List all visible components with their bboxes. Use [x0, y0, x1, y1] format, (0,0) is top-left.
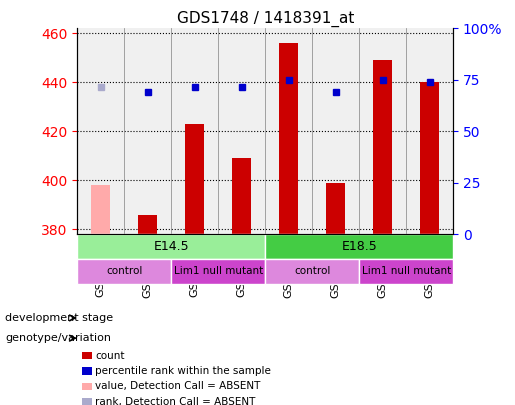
- Text: E18.5: E18.5: [341, 240, 377, 253]
- Text: value, Detection Call = ABSENT: value, Detection Call = ABSENT: [95, 382, 261, 391]
- FancyBboxPatch shape: [77, 259, 171, 284]
- Bar: [82, 352, 92, 359]
- Bar: [327, 183, 345, 234]
- FancyBboxPatch shape: [77, 234, 265, 259]
- FancyBboxPatch shape: [171, 259, 265, 284]
- Text: control: control: [106, 266, 143, 276]
- Text: control: control: [294, 266, 331, 276]
- Bar: [420, 82, 439, 234]
- FancyBboxPatch shape: [265, 259, 359, 284]
- Bar: [185, 124, 204, 234]
- Text: development stage: development stage: [5, 313, 113, 323]
- Bar: [139, 215, 157, 234]
- Text: genotype/variation: genotype/variation: [5, 333, 111, 343]
- Bar: [279, 43, 298, 234]
- Text: Lim1 null mutant: Lim1 null mutant: [362, 266, 451, 276]
- Text: E14.5: E14.5: [153, 240, 189, 253]
- Bar: [82, 367, 92, 375]
- Text: Lim1 null mutant: Lim1 null mutant: [174, 266, 263, 276]
- Bar: [373, 60, 392, 234]
- Title: GDS1748 / 1418391_at: GDS1748 / 1418391_at: [177, 11, 354, 27]
- Text: rank, Detection Call = ABSENT: rank, Detection Call = ABSENT: [95, 397, 255, 405]
- Bar: [232, 158, 251, 234]
- Bar: [82, 383, 92, 390]
- Text: count: count: [95, 351, 125, 360]
- Bar: [82, 398, 92, 405]
- Text: percentile rank within the sample: percentile rank within the sample: [95, 366, 271, 376]
- FancyBboxPatch shape: [359, 259, 453, 284]
- FancyBboxPatch shape: [265, 234, 453, 259]
- Bar: [91, 185, 110, 234]
